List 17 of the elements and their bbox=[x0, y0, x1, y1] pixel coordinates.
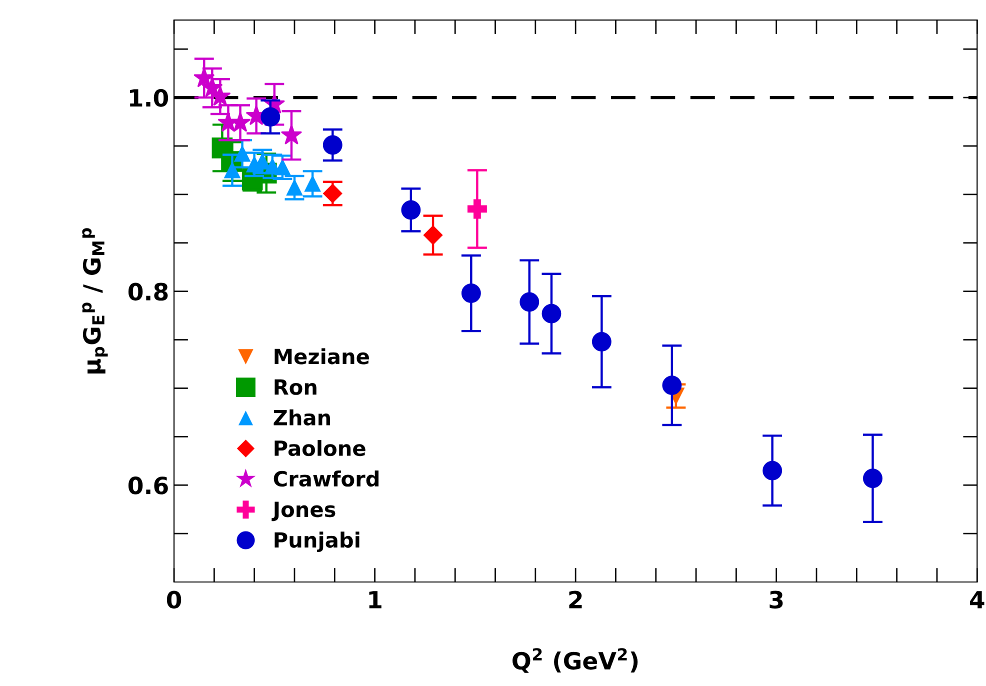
x-tick-label: 2 bbox=[569, 590, 582, 608]
legend-label: Paolone bbox=[274, 440, 366, 456]
x-axis-title: Q$^{2}$ (GeV$^{2}$) bbox=[512, 648, 638, 673]
legend-label: Zhan bbox=[274, 409, 330, 426]
y-tick-label: 0.8 bbox=[128, 282, 168, 301]
legend-label: Meziane bbox=[274, 348, 369, 364]
y-axis-title: μ$_{p}$G$_{E}$$^{p}$ / G$_{M}$$^{p}$ bbox=[82, 228, 108, 374]
legend-label: Punjabi bbox=[274, 532, 360, 552]
y-tick-label: 1.0 bbox=[130, 88, 168, 107]
legend-label: Jones bbox=[272, 502, 336, 522]
legend-label: Ron bbox=[274, 379, 316, 395]
y-tick-label: 0.6 bbox=[128, 476, 168, 494]
legend-label: Crawford bbox=[274, 470, 379, 487]
x-tick-label: 4 bbox=[970, 591, 984, 608]
x-tick-label: 0 bbox=[166, 590, 182, 609]
x-tick-label: 3 bbox=[770, 590, 783, 609]
x-tick-label: 1 bbox=[369, 591, 382, 608]
